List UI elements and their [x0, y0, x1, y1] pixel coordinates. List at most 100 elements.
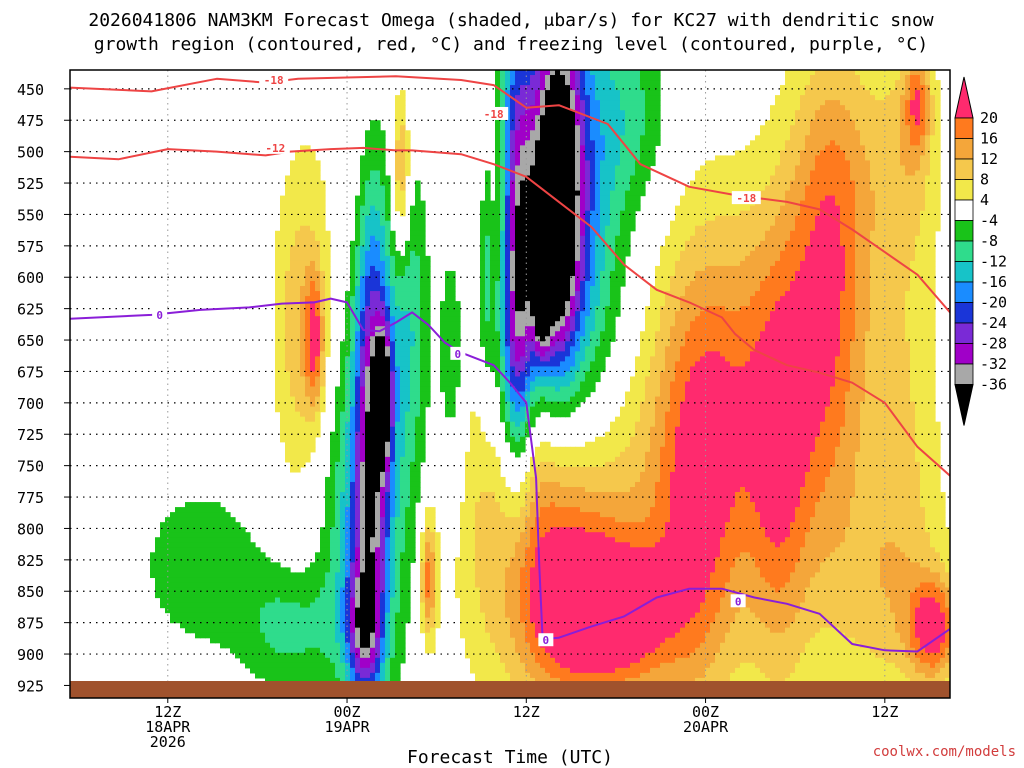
omega-cell: [395, 301, 401, 307]
omega-cell: [420, 225, 426, 232]
omega-cell: [355, 582, 361, 589]
omega-cell: [220, 552, 226, 558]
omega-cell: [480, 245, 486, 252]
omega-cell: [510, 607, 516, 614]
omega-cell: [195, 547, 201, 553]
omega-cell: [260, 652, 266, 659]
omega-cell: [350, 517, 356, 523]
omega-cell: [260, 587, 266, 594]
omega-cell: [440, 381, 446, 388]
omega-cell: [315, 602, 321, 609]
omega-cell: [420, 371, 426, 378]
omega-cell: [460, 577, 466, 584]
omega-cell: [365, 567, 371, 573]
omega-cell: [355, 281, 361, 287]
omega-cell: [320, 622, 326, 629]
omega-cell: [530, 316, 536, 322]
omega-cell: [475, 572, 481, 579]
omega-cell: [530, 507, 536, 513]
omega-cell: [385, 426, 391, 433]
omega-cell: [410, 416, 416, 423]
omega-cell: [195, 592, 201, 599]
omega-cell: [500, 567, 506, 573]
omega-cell: [390, 547, 396, 553]
omega-cell: [480, 431, 486, 438]
omega-cell: [485, 195, 491, 202]
omega-cell: [285, 356, 291, 362]
omega-cell: [540, 512, 546, 518]
omega-cell: [525, 476, 531, 483]
omega-cell: [310, 627, 316, 634]
omega-cell: [390, 607, 396, 614]
omega-cell: [400, 492, 406, 498]
omega-cell: [205, 587, 211, 594]
omega-cell: [355, 306, 361, 312]
omega-cell: [405, 160, 411, 167]
omega-cell: [355, 597, 361, 604]
omega-cell: [365, 587, 371, 594]
omega-cell: [355, 617, 361, 624]
omega-cell: [190, 612, 196, 619]
omega-cell: [385, 180, 391, 187]
omega-cell: [395, 481, 401, 488]
omega-cell: [345, 431, 351, 438]
omega-cell: [510, 647, 516, 654]
omega-cell: [360, 502, 366, 508]
omega-cell: [450, 376, 456, 383]
omega-cell: [420, 240, 426, 247]
omega-cell: [385, 552, 391, 558]
omega-cell: [360, 411, 366, 418]
omega-cell: [495, 361, 501, 368]
omega-cell: [315, 270, 321, 277]
omega-cell: [235, 567, 241, 573]
omega-cell: [310, 617, 316, 624]
omega-cell: [515, 492, 521, 498]
omega-cell: [165, 597, 171, 604]
omega-cell: [410, 441, 416, 448]
omega-cell: [230, 632, 236, 639]
omega-cell: [360, 356, 366, 362]
omega-cell: [525, 250, 531, 257]
omega-cell: [280, 235, 286, 242]
omega-cell: [530, 331, 536, 337]
omega-cell: [520, 587, 526, 594]
omega-cell: [485, 662, 491, 669]
omega-cell: [275, 255, 281, 262]
omega-cell: [315, 627, 321, 634]
omega-cell: [365, 466, 371, 473]
omega-cell: [365, 386, 371, 393]
omega-cell: [370, 341, 376, 347]
omega-cell: [300, 306, 306, 312]
omega-cell: [330, 552, 336, 558]
omega-cell: [375, 286, 381, 292]
omega-cell: [310, 567, 316, 573]
omega-cell: [505, 130, 511, 136]
omega-cell: [515, 416, 521, 423]
omega-cell: [515, 75, 521, 81]
omega-cell: [520, 547, 526, 553]
omega-cell: [515, 130, 521, 136]
omega-cell: [240, 617, 246, 624]
omega-cell: [295, 421, 301, 428]
omega-cell: [465, 451, 471, 458]
omega-cell: [365, 632, 371, 639]
omega-cell: [420, 446, 426, 453]
omega-cell: [375, 381, 381, 388]
omega-cell: [220, 637, 226, 644]
omega-cell: [290, 406, 296, 413]
omega-cell: [290, 296, 296, 302]
omega-cell: [405, 306, 411, 312]
omega-cell: [420, 250, 426, 257]
omega-cell: [400, 532, 406, 538]
omega-cell: [270, 672, 276, 679]
omega-cell: [305, 230, 311, 237]
omega-cell: [345, 592, 351, 599]
omega-cell: [360, 301, 366, 307]
omega-cell: [315, 391, 321, 398]
omega-cell: [265, 602, 271, 609]
omega-cell: [505, 486, 511, 493]
omega-cell: [325, 275, 331, 282]
omega-cell: [345, 376, 351, 383]
omega-cell: [525, 240, 531, 247]
omega-cell: [525, 245, 531, 252]
